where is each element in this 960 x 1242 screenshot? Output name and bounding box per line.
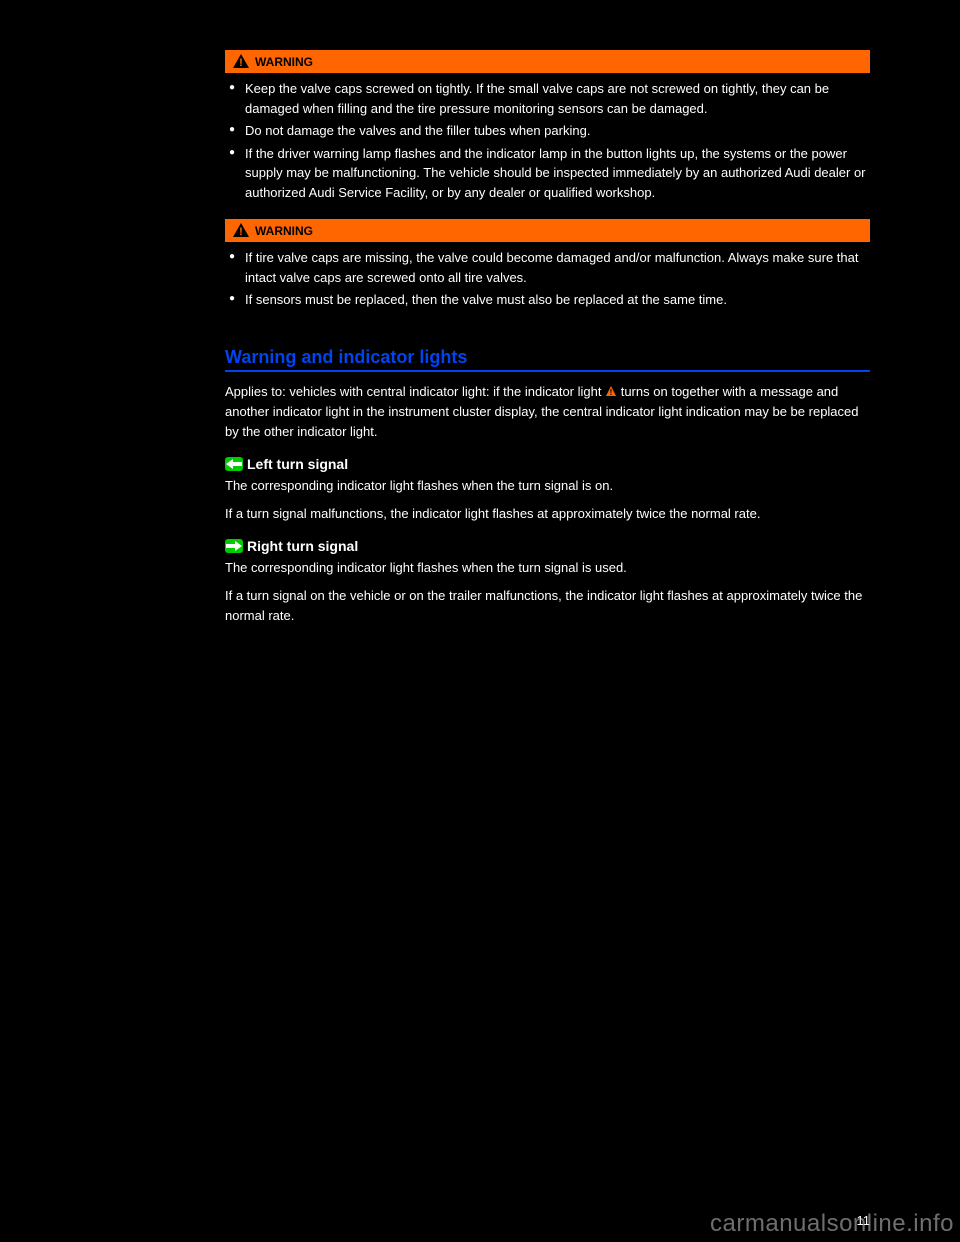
- warning-header-1: ! WARNING: [225, 50, 870, 73]
- subheading-right-turn: Right turn signal: [225, 538, 870, 554]
- warning1-item: Keep the valve caps screwed on tightly. …: [227, 79, 868, 118]
- intro-text-1: Applies to: vehicles with central indica…: [225, 384, 605, 399]
- subheading-left-label: Left turn signal: [247, 456, 348, 472]
- warning-triangle-icon: !: [233, 223, 249, 238]
- sub2-para-2: If a turn signal on the vehicle or on th…: [225, 586, 870, 626]
- warning-body-1: Keep the valve caps screwed on tightly. …: [225, 73, 870, 215]
- warning-label-2: WARNING: [255, 224, 313, 238]
- section-rule: [225, 370, 870, 372]
- right-turn-signal-icon: [225, 539, 243, 553]
- subheading-left-turn: Left turn signal: [225, 456, 870, 472]
- warning-body-2: If tire valve caps are missing, the valv…: [225, 242, 870, 323]
- left-turn-signal-icon: [225, 457, 243, 471]
- watermark: carmanualsonline.info: [710, 1210, 954, 1238]
- warning-box-1: ! WARNING Keep the valve caps screwed on…: [225, 50, 870, 215]
- warning-label-1: WARNING: [255, 55, 313, 69]
- sub1-para-1: The corresponding indicator light flashe…: [225, 476, 870, 496]
- warning2-item: If tire valve caps are missing, the valv…: [227, 248, 868, 287]
- section-intro: Applies to: vehicles with central indica…: [225, 382, 870, 442]
- warning1-item: Do not damage the valves and the filler …: [227, 121, 868, 141]
- warning-header-2: ! WARNING: [225, 219, 870, 242]
- central-indicator-icon: !: [605, 383, 617, 395]
- subheading-right-label: Right turn signal: [247, 538, 358, 554]
- warning-triangle-icon: !: [233, 54, 249, 69]
- svg-text:!: !: [239, 57, 243, 69]
- warning1-item: If the driver warning lamp flashes and t…: [227, 144, 868, 203]
- svg-text:!: !: [239, 226, 243, 238]
- sub1-para-2: If a turn signal malfunctions, the indic…: [225, 504, 870, 524]
- intro-text-1b: turns on: [621, 384, 668, 399]
- section-title: Warning and indicator lights: [225, 347, 870, 368]
- sub2-para-1: The corresponding indicator light flashe…: [225, 558, 870, 578]
- warning2-item: If sensors must be replaced, then the va…: [227, 290, 868, 310]
- svg-text:!: !: [610, 388, 613, 397]
- warning-box-2: ! WARNING If tire valve caps are missing…: [225, 219, 870, 323]
